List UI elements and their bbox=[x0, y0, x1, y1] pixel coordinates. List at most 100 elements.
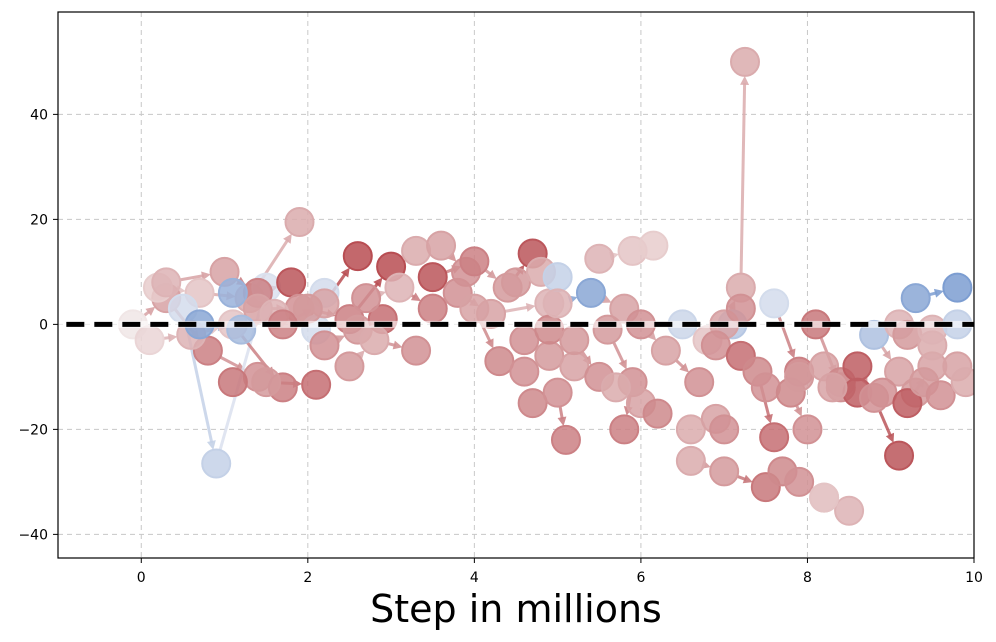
data-point bbox=[401, 335, 432, 366]
data-point bbox=[217, 367, 248, 398]
data-point bbox=[542, 262, 573, 293]
trajectory-arrow bbox=[504, 305, 529, 313]
data-point bbox=[842, 351, 873, 382]
trajectory-arrowhead bbox=[410, 292, 421, 302]
data-point bbox=[517, 388, 548, 419]
trajectory-arrowhead bbox=[335, 335, 346, 344]
data-point bbox=[542, 288, 573, 319]
trajectory-arrowhead bbox=[145, 306, 156, 316]
data-point bbox=[892, 388, 923, 419]
trajectory-arrowhead bbox=[201, 271, 211, 281]
trajectory-arrow bbox=[179, 274, 205, 282]
data-point bbox=[559, 351, 590, 382]
trajectory-arrowhead bbox=[793, 406, 803, 417]
trajectory-arrowhead bbox=[618, 359, 627, 370]
data-point bbox=[650, 335, 681, 366]
y-tick-label: −40 bbox=[18, 527, 48, 543]
data-point bbox=[276, 267, 307, 298]
trajectory-arrowhead bbox=[373, 277, 383, 288]
x-tick-label: 0 bbox=[137, 570, 146, 586]
y-tick-label: −20 bbox=[18, 422, 48, 438]
trajectory-arrowhead bbox=[786, 348, 796, 359]
trajectory-arrowhead bbox=[340, 267, 350, 278]
data-point bbox=[575, 277, 606, 308]
trajectory-arrowhead bbox=[206, 440, 216, 450]
data-point bbox=[226, 314, 257, 345]
data-point bbox=[217, 277, 248, 308]
data-point bbox=[401, 235, 432, 266]
y-tick-label: 40 bbox=[30, 107, 48, 123]
trajectory-arrowhead bbox=[646, 330, 657, 341]
data-point bbox=[509, 325, 540, 356]
data-point bbox=[384, 272, 415, 303]
trajectory-arrowhead bbox=[885, 432, 895, 443]
ticks: 0 2 4 6 8 10 −40 −20 0 20 40 bbox=[18, 107, 982, 586]
data-point bbox=[251, 367, 282, 398]
trajectory-arrowhead bbox=[283, 233, 292, 244]
data-point bbox=[642, 398, 673, 429]
data-point bbox=[134, 325, 165, 356]
data-point bbox=[201, 448, 232, 479]
data-point bbox=[709, 456, 740, 487]
x-tick-label: 8 bbox=[803, 570, 812, 586]
y-tick-label: 20 bbox=[30, 212, 48, 228]
data-point bbox=[942, 272, 973, 303]
trajectory-arrowhead bbox=[557, 416, 567, 427]
data-point bbox=[917, 314, 948, 345]
x-tick-label: 6 bbox=[636, 570, 645, 586]
data-point bbox=[301, 369, 332, 400]
data-point bbox=[834, 495, 865, 526]
trajectory-arrowhead bbox=[740, 75, 750, 85]
trajectory-arrowhead bbox=[167, 333, 178, 343]
trajectory-arrowhead bbox=[742, 474, 753, 484]
data-point bbox=[675, 445, 706, 476]
data-point bbox=[584, 243, 615, 274]
data-point bbox=[509, 356, 540, 387]
data-point bbox=[809, 482, 840, 513]
trajectory-arrowhead bbox=[485, 338, 494, 349]
data-point bbox=[725, 293, 756, 324]
data-point bbox=[559, 325, 590, 356]
trajectory-arrow bbox=[739, 82, 747, 274]
data-point bbox=[292, 293, 323, 324]
data-point bbox=[867, 377, 898, 408]
trajectory-arrowhead bbox=[446, 252, 457, 262]
trajectory-arrow bbox=[878, 410, 893, 437]
y-tick-label: 0 bbox=[39, 317, 48, 333]
data-point bbox=[426, 230, 457, 261]
trajectory-arrowhead bbox=[355, 350, 365, 360]
trajectory-arrowhead bbox=[764, 413, 773, 424]
data-layer bbox=[58, 46, 974, 526]
trajectory-arrowhead bbox=[525, 303, 536, 312]
trajectory-arrowhead bbox=[486, 269, 497, 279]
data-point bbox=[759, 288, 790, 319]
x-tick-label: 4 bbox=[470, 570, 479, 586]
data-point bbox=[342, 241, 373, 272]
trajectory-arrowhead bbox=[882, 350, 892, 361]
data-point bbox=[675, 414, 706, 445]
trajectory-arrow bbox=[219, 355, 240, 369]
data-point bbox=[309, 330, 340, 361]
data-point bbox=[334, 351, 365, 382]
data-point bbox=[730, 46, 760, 77]
data-point bbox=[351, 283, 382, 314]
data-point bbox=[459, 293, 490, 324]
trajectory-arrowhead bbox=[601, 294, 612, 303]
data-point bbox=[925, 380, 956, 411]
data-point bbox=[151, 267, 182, 298]
trajectory-arrow bbox=[612, 341, 625, 364]
data-point bbox=[709, 414, 740, 445]
data-point bbox=[359, 325, 390, 356]
data-point bbox=[592, 314, 623, 345]
x-axis-title: Step in millions bbox=[370, 587, 662, 631]
trajectory-arrow bbox=[558, 406, 564, 420]
data-point bbox=[501, 267, 531, 298]
data-point bbox=[417, 262, 448, 293]
data-point bbox=[950, 367, 974, 398]
data-point bbox=[417, 293, 448, 324]
data-point bbox=[484, 346, 515, 377]
data-point bbox=[884, 356, 915, 387]
data-point bbox=[759, 422, 790, 453]
data-point bbox=[600, 372, 631, 403]
